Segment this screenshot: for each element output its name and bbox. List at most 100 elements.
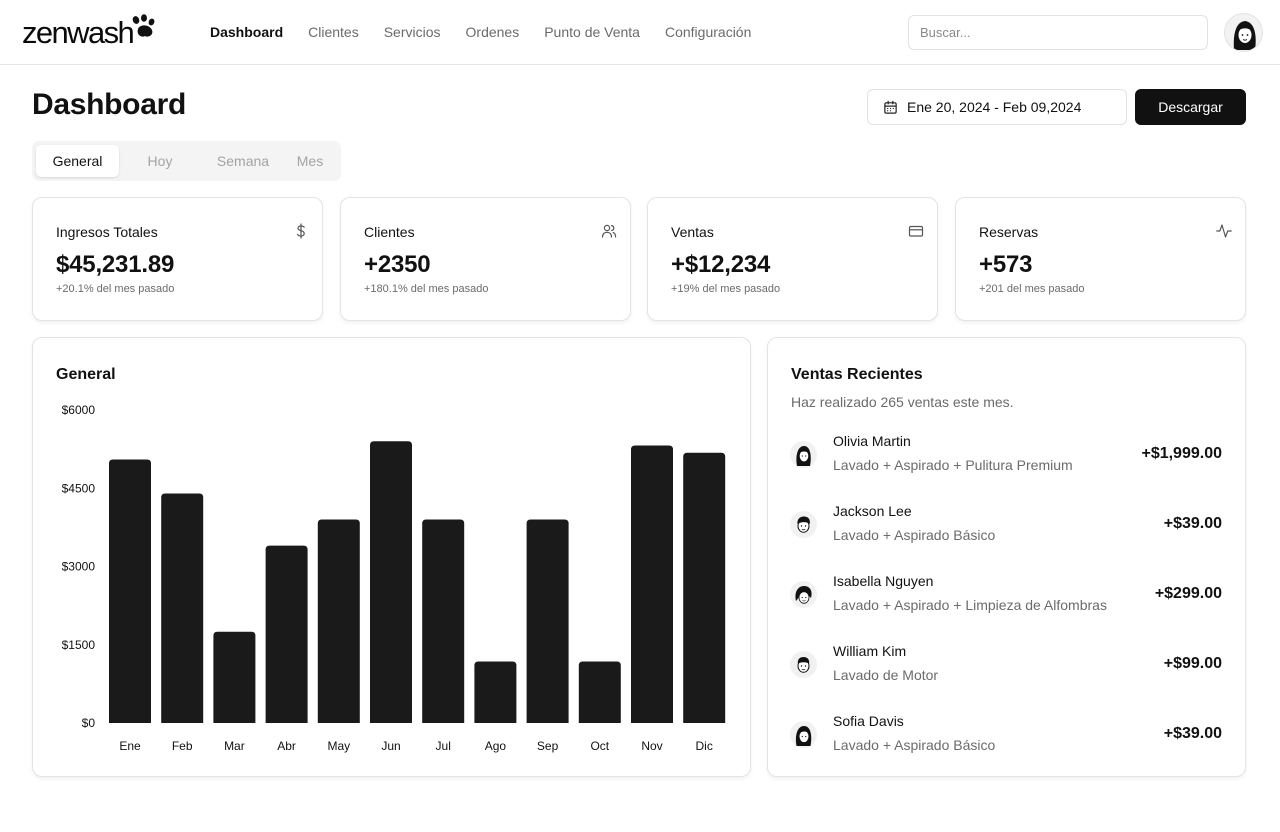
- stat-label: Clientes: [364, 224, 415, 240]
- avatar-long-hair-icon: [795, 726, 812, 746]
- bar-nov[interactable]: [631, 445, 673, 723]
- customer-name: Isabella Nguyen: [833, 573, 934, 589]
- nav-configuracion[interactable]: Configuración: [664, 24, 752, 40]
- customer-name: Olivia Martin: [833, 433, 911, 449]
- stat-change-note: +201 del mes pasado: [979, 283, 1085, 295]
- credit-card-icon: [908, 225, 924, 237]
- x-axis-tick-label: Sep: [537, 739, 559, 753]
- stat-value: +2350: [364, 251, 431, 278]
- x-axis-tick-label: Ago: [485, 739, 507, 753]
- sale-amount: +$1,999.00: [1141, 445, 1222, 462]
- zenwash-logo[interactable]: zenwash: [22, 12, 157, 52]
- date-range-picker[interactable]: Ene 20, 2024 - Feb 09,2024: [867, 89, 1127, 125]
- sale-row[interactable]: Olivia Martin Lavado + Aspirado + Pulitu…: [768, 431, 1245, 481]
- y-axis-tick-label: $3000: [62, 560, 96, 574]
- avatar-wavy-hair-icon: [795, 586, 812, 604]
- stat-card-ventas: Ventas +$12,234 +19% del mes pasado: [647, 197, 938, 321]
- paw-logo-icon: [132, 14, 155, 37]
- page-title: Dashboard: [32, 88, 186, 121]
- download-button[interactable]: Descargar: [1135, 89, 1246, 125]
- nav-dashboard[interactable]: Dashboard: [210, 24, 284, 40]
- stat-change-note: +20.1% del mes pasado: [56, 283, 175, 295]
- calendar-icon: [884, 100, 897, 114]
- bar-jul[interactable]: [422, 519, 465, 723]
- stat-label: Ventas: [671, 224, 714, 240]
- x-axis-tick-label: Jun: [381, 739, 400, 753]
- stat-card-reservas: Reservas +573 +201 del mes pasado: [955, 197, 1246, 321]
- activity-icon: [1216, 224, 1232, 238]
- stat-card-ingresos: Ingresos Totales $45,231.89 +20.1% del m…: [32, 197, 323, 321]
- top-navigation-bar: zenwash Dashboard Clientes Servicios Ord…: [0, 0, 1280, 65]
- stat-change-note: +180.1% del mes pasado: [364, 283, 489, 295]
- bar-ene[interactable]: [109, 459, 151, 723]
- customer-avatar: [790, 581, 817, 608]
- tab-mes[interactable]: Mes: [296, 153, 324, 169]
- nav-clientes[interactable]: Clientes: [308, 24, 359, 40]
- customer-name: Sofia Davis: [833, 713, 904, 729]
- recent-sales-title: Ventas Recientes: [791, 366, 923, 383]
- service-description: Lavado + Aspirado + Pulitura Premium: [833, 457, 1073, 473]
- customer-name: William Kim: [833, 643, 907, 659]
- tab-general[interactable]: General: [36, 145, 119, 177]
- nav-punto-de-venta[interactable]: Punto de Venta: [544, 24, 640, 40]
- search-input[interactable]: [908, 15, 1208, 50]
- service-description: Lavado + Aspirado + Limpieza de Alfombra…: [833, 597, 1107, 613]
- nav-ordenes[interactable]: Ordenes: [465, 24, 520, 40]
- stat-value: +$12,234: [671, 251, 771, 278]
- tab-semana[interactable]: Semana: [216, 153, 270, 169]
- customer-avatar: [790, 721, 817, 748]
- x-axis-tick-label: May: [327, 739, 350, 753]
- period-tabs: General Hoy Semana Mes: [32, 141, 341, 181]
- bar-dic[interactable]: [683, 452, 726, 723]
- bar-sep[interactable]: [526, 519, 569, 723]
- avatar-short-hair-icon: [797, 657, 810, 673]
- bar-may[interactable]: [317, 519, 360, 723]
- stat-change-note: +19% del mes pasado: [671, 283, 781, 295]
- stat-card-clientes: Clientes +2350 +180.1% del mes pasado: [340, 197, 631, 321]
- sale-row[interactable]: Sofia Davis Lavado + Aspirado Básico +$3…: [768, 711, 1245, 761]
- x-axis-tick-label: Feb: [172, 739, 193, 753]
- customer-name: Jackson Lee: [833, 503, 912, 519]
- bar-oct[interactable]: [578, 661, 621, 723]
- x-axis-tick-label: Nov: [641, 739, 662, 753]
- user-avatar-icon: [1233, 21, 1256, 50]
- tab-hoy[interactable]: Hoy: [147, 153, 173, 169]
- sale-amount: +$39.00: [1163, 515, 1222, 532]
- service-description: Lavado + Aspirado Básico: [833, 737, 996, 753]
- x-axis-tick-label: Abr: [277, 739, 296, 753]
- bar-abr[interactable]: [265, 545, 308, 723]
- sale-row[interactable]: Jackson Lee Lavado + Aspirado Básico +$3…: [768, 501, 1245, 551]
- x-axis-tick-label: Mar: [224, 739, 245, 753]
- service-description: Lavado + Aspirado Básico: [833, 527, 996, 543]
- users-icon: [601, 224, 617, 238]
- sale-amount: +$99.00: [1163, 655, 1222, 672]
- x-axis-tick-label: Oct: [590, 739, 609, 753]
- revenue-bar-chart: $0 $1500 $3000 $4500 $6000 Ene Feb Mar Abr May Jun…: [62, 403, 726, 753]
- x-axis-tick-label: Ene: [119, 739, 141, 753]
- avatar-short-hair-icon: [797, 516, 810, 533]
- bar-ago[interactable]: [474, 661, 517, 723]
- x-axis-tick-label: Jul: [436, 739, 451, 753]
- user-avatar[interactable]: [1224, 13, 1263, 52]
- sale-row[interactable]: Isabella Nguyen Lavado + Aspirado + Limp…: [768, 571, 1245, 621]
- bar-feb[interactable]: [161, 493, 204, 723]
- nav-servicios[interactable]: Servicios: [383, 24, 441, 40]
- overview-chart-card: General $0 $1500 $3000 $4500 $6000 Ene Feb Mar A…: [32, 337, 751, 777]
- bar-mar[interactable]: [213, 631, 256, 723]
- bar-jun[interactable]: [370, 441, 412, 723]
- customer-avatar: [790, 651, 817, 678]
- logo-text: zenwash: [22, 14, 135, 50]
- chart-title: General: [56, 366, 116, 383]
- recent-sales-card: Ventas Recientes Haz realizado 265 venta…: [767, 337, 1246, 777]
- y-axis-tick-label: $6000: [62, 403, 96, 417]
- avatar-long-hair-icon: [796, 446, 811, 466]
- sale-row[interactable]: William Kim Lavado de Motor +$99.00: [768, 641, 1245, 691]
- stat-value: $45,231.89: [56, 251, 175, 278]
- x-axis-tick-label: Dic: [696, 739, 713, 753]
- stat-label: Ingresos Totales: [56, 224, 158, 240]
- main-nav: Dashboard Clientes Servicios Ordenes Pun…: [210, 0, 751, 64]
- y-axis-tick-label: $0: [82, 716, 96, 730]
- customer-avatar: [790, 441, 817, 468]
- stat-value: +573: [979, 251, 1033, 278]
- stat-label: Reservas: [979, 224, 1039, 240]
